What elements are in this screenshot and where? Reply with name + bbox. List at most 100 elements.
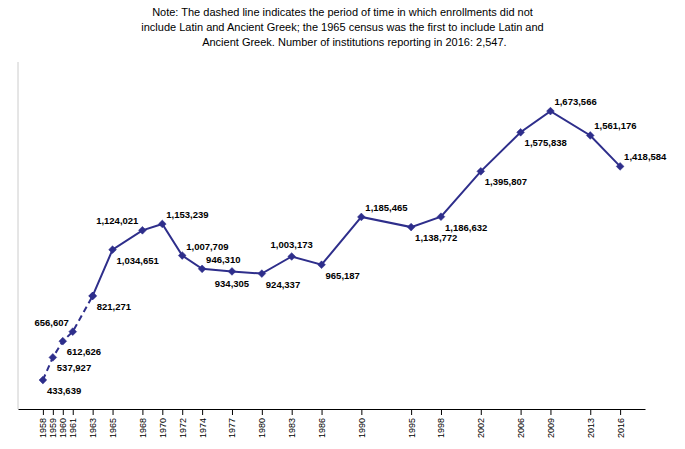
x-tick-mark (93, 409, 94, 415)
x-tick: 2016 (615, 409, 625, 438)
x-tick-label: 1960 (58, 418, 68, 438)
x-tick: 2006 (516, 409, 526, 438)
marker (616, 163, 624, 171)
marker (89, 292, 97, 300)
x-tick-mark (142, 409, 143, 415)
x-tick: 1968 (138, 409, 148, 438)
data-label: 1,007,709 (186, 241, 228, 252)
data-labels: 433,639537,927612,626656,607821,2711,034… (34, 96, 667, 396)
marker (89, 292, 97, 300)
x-tick-mark (43, 409, 44, 415)
data-label: 1,575,838 (525, 137, 567, 148)
marker (158, 220, 166, 228)
x-tick-label: 2002 (476, 418, 486, 438)
x-tick-mark (550, 409, 551, 415)
data-label: 1,673,566 (554, 96, 596, 107)
data-label: 1,418,584 (624, 151, 667, 162)
x-tick-label: 1995 (406, 418, 416, 438)
data-label: 946,310 (206, 254, 240, 265)
marker (407, 223, 415, 231)
x-tick-label: 1980 (257, 418, 267, 438)
x-tick-mark (202, 409, 203, 415)
data-label: 1,185,465 (365, 202, 408, 213)
x-tick: 1980 (257, 409, 267, 438)
marker (69, 328, 77, 336)
marker (288, 253, 296, 261)
x-tick-mark (322, 409, 323, 415)
x-tick-label: 1970 (158, 418, 168, 438)
x-tick-label: 1983 (287, 418, 297, 438)
x-tick-mark (162, 409, 163, 415)
note: Note: The dashed line indicates the peri… (152, 6, 533, 18)
x-tick-label: 2009 (546, 418, 556, 438)
y-axis-line (18, 62, 19, 409)
marker (178, 252, 186, 260)
x-tick: 1998 (436, 409, 446, 438)
x-tick-mark (521, 409, 522, 415)
x-tick-mark (53, 409, 54, 415)
x-tick-label: 1986 (317, 418, 327, 438)
x-tick-label: 1958 (38, 418, 48, 438)
marker (586, 132, 594, 140)
x-tick-mark (590, 409, 591, 415)
data-label: 821,271 (97, 301, 132, 312)
data-label: 1,124,021 (96, 215, 139, 226)
x-tick: 1977 (227, 409, 237, 438)
x-tick-mark (361, 409, 362, 415)
x-tick-label: 1972 (178, 418, 188, 438)
x-tick-mark (481, 409, 482, 415)
marker (357, 213, 365, 221)
marker (59, 337, 67, 345)
x-tick: 1974 (197, 409, 207, 438)
x-tick-mark (292, 409, 293, 415)
x-tick-label: 1961 (68, 418, 78, 438)
x-tick-mark (620, 409, 621, 415)
data-label: 1,561,176 (594, 120, 636, 131)
marker (109, 246, 117, 254)
x-tick-mark (262, 409, 263, 415)
data-label: 433,639 (47, 385, 81, 396)
x-tick-label: 1990 (357, 418, 367, 438)
marker (39, 376, 47, 384)
plot-marks (39, 107, 624, 384)
x-tick-mark (441, 409, 442, 415)
x-tick: 1970 (158, 409, 168, 438)
marker (477, 167, 485, 175)
x-tick-label: 1968 (138, 418, 148, 438)
x-tick: 1972 (178, 409, 188, 438)
marker (139, 226, 147, 234)
data-label: 1,395,807 (485, 176, 527, 187)
marker (198, 265, 206, 273)
marker (437, 213, 445, 221)
x-tick-label: 1977 (227, 418, 237, 438)
x-tick: 1960 (58, 409, 68, 438)
marker (49, 354, 57, 362)
x-tick-label: 1963 (88, 418, 98, 438)
x-tick: 1995 (406, 409, 416, 438)
x-tick: 1963 (88, 409, 98, 438)
x-tick-mark (73, 409, 74, 415)
marker (517, 128, 525, 136)
marker (547, 107, 555, 115)
x-tick-label: 2013 (586, 418, 596, 438)
x-tick-mark (113, 409, 114, 415)
x-tick: 1961 (68, 409, 78, 438)
line (43, 296, 93, 380)
x-tick: 1965 (108, 409, 118, 438)
data-label: 1,186,632 (445, 222, 487, 233)
x-tick-mark (232, 409, 233, 415)
data-label: 537,927 (57, 362, 91, 373)
x-tick: 1986 (317, 409, 327, 438)
x-tick-label: 1974 (197, 418, 207, 438)
x-tick-mark (182, 409, 183, 415)
data-label: 612,626 (67, 346, 101, 357)
x-tick-mark (63, 409, 64, 415)
marker (318, 261, 326, 269)
x-tick-label: 1959 (48, 418, 58, 438)
line (93, 111, 620, 296)
note: Ancient Greek. Number of institutions re… (178, 36, 506, 48)
note: include Latin and Ancient Greek; the 196… (141, 21, 543, 33)
x-tick-label: 2006 (516, 418, 526, 438)
chart: Note: The dashed line indicates the peri… (0, 0, 685, 449)
data-label: 934,305 (215, 278, 250, 289)
